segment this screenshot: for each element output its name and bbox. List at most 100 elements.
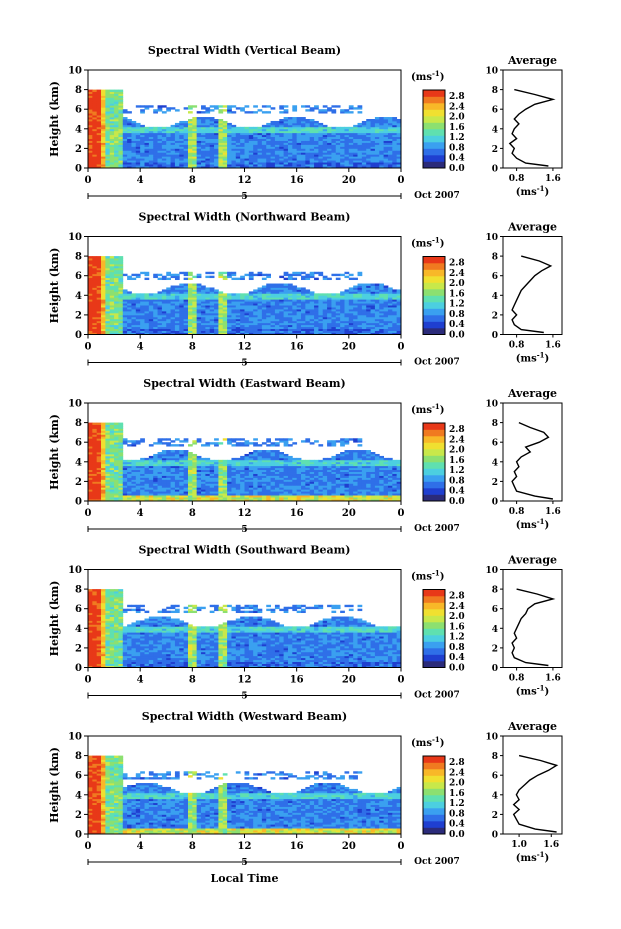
heatmap-cell [174,162,180,165]
heatmap-cell [161,111,167,114]
heatmap-cell [292,285,298,288]
panel-row-1: Spectral Width (Vertical Beam)1086420Hei… [48,44,563,202]
heatmap-cell [235,148,241,151]
colorbar-tick-label: 0.8 [449,310,465,320]
heatmap-cell [101,140,106,143]
heatmap-cell [196,154,202,157]
heatmap-cell [118,101,124,104]
heatmap-cell [283,140,289,143]
colorbar-swatch [423,256,445,264]
heatmap-cell [283,128,289,132]
heatmap-cell [270,138,276,141]
heatmap-cell [205,271,211,275]
colorbar-swatch [423,302,445,309]
heatmap-cell [131,158,137,161]
heatmap-cell [148,130,154,134]
heatmap-cell [118,160,124,163]
heatmap-cell [161,442,167,445]
heatmap-cell [96,119,102,122]
heatmap-cell [344,158,350,161]
heatmap-cell [135,140,141,143]
heatmap-cell [192,156,198,159]
heatmap-cell [240,164,245,167]
heatmap-cell [88,99,93,102]
heatmap-cell [244,158,250,161]
heatmap-cell [161,138,167,141]
heatmap-cell [331,128,337,132]
heatmap-cell [179,120,185,124]
heatmap-cell [331,164,337,167]
heatmap-cell [287,158,293,161]
heatmap-cell [170,126,176,130]
heatmap-cell [296,130,302,134]
heatmap-cell [105,140,111,143]
heatmap-cell [296,117,302,120]
heatmap-cell [287,126,293,130]
heatmap-cell [148,140,154,143]
heatmap-cell [161,156,167,159]
y-tick-label: 4 [75,124,82,135]
heatmap-cell [261,144,267,147]
heatmap-cell [227,160,232,163]
heatmap-cell [327,158,332,161]
heatmap-cell [101,138,106,141]
heatmap-cell [331,156,337,159]
heatmap-cell [301,152,306,155]
profile-y-tick-label: 2 [492,311,498,321]
heatmap-cell [331,154,337,157]
heatmap-cell [335,130,341,134]
heatmap-cell [283,144,289,147]
heatmap-cell [196,158,202,161]
heatmap-cell [322,154,328,157]
heatmap-cell [305,122,311,126]
heatmap-cell [248,140,254,143]
heatmap-cell [92,144,98,147]
heatmap-cell [114,109,119,112]
heatmap-cell [196,120,202,124]
heatmap-cell [114,124,119,128]
heatmap-cell [127,128,132,132]
heatmap-cell [353,124,358,128]
heatmap-cell [157,140,163,143]
heatmap-cell [292,142,298,145]
heatmap-cell [348,132,354,136]
heatmap-cell [218,154,224,157]
heatmap-cell [127,130,132,134]
heatmap-cell [287,160,293,163]
heatmap-cell [196,273,202,277]
heatmap-cell [301,160,306,163]
heatmap-cell [266,146,271,149]
heatmap-cell [287,166,293,169]
heatmap-cell [179,152,185,155]
heatmap-cell [101,122,106,126]
heatmap-cell [170,285,176,288]
heatmap-cell [170,138,176,141]
heatmap-cell [214,132,219,136]
heatmap-cell [270,166,276,169]
heatmap-cell [118,122,124,126]
heatmap-cell [127,275,132,279]
heatmap-cell [157,158,163,161]
heatmap-cell [144,158,150,161]
heatmap-cell [231,444,237,447]
heatmap-cell [118,113,124,116]
colorbar-unit: (ms-1) [411,236,444,250]
heatmap-cell [109,142,115,145]
heatmap-cell [92,164,98,167]
heatmap-cell [196,117,202,120]
heatmap-cell [105,150,111,153]
heatmap-cell [257,271,263,275]
colorbar-swatch [423,148,445,156]
heatmap-cell [179,130,185,134]
heatmap-cell [331,150,337,153]
heatmap-cell [105,124,111,128]
heatmap-cell [266,140,271,143]
heatmap-cell [340,126,345,130]
heatmap-cell [122,136,128,139]
heatmap-cell [335,162,341,165]
heatmap-cell [101,164,106,167]
heatmap-cell [135,136,141,139]
heatmap-cell [140,140,145,143]
heatmap-cell [253,142,258,145]
heatmap-cell [327,134,332,138]
